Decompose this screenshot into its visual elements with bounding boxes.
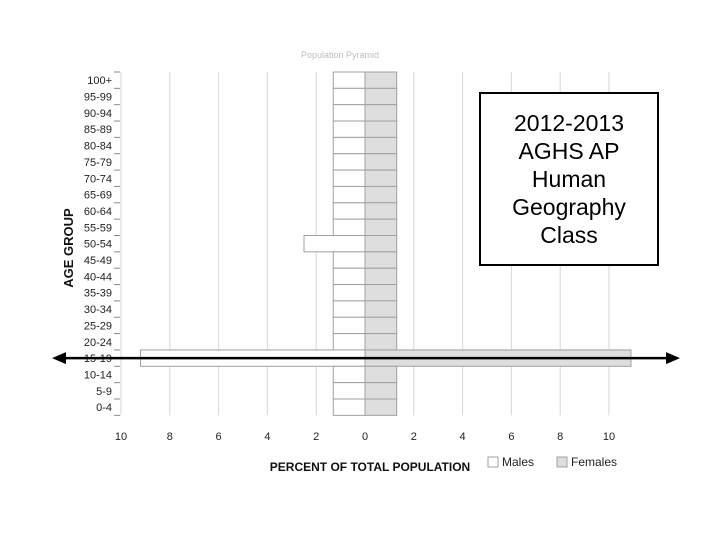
x-tick-label: 2 [411,431,417,443]
y-tick-label: 25-29 [84,320,112,332]
bar-females-10-14 [364,365,398,384]
y-tick-label: 30-34 [84,304,112,316]
bar-males-5-9 [332,382,366,400]
arrow-left-head [52,352,66,365]
bar-males-100+ [332,71,366,89]
bar-males-90-94 [332,104,366,122]
chart-title: Population Pyramid [301,50,379,60]
bar-males-95-99 [332,87,366,106]
bar-females-45-49 [364,251,398,269]
class-label-line: Human [531,166,607,192]
bar-males-35-39 [332,284,366,302]
bar-females-85-89 [364,120,398,138]
arrows [52,352,680,365]
y-tick-label: 50-54 [84,239,112,251]
x-tick-labels: 10 8 6 4 2 0 2 4 6 8 10 [115,431,615,443]
bar-males-75-79 [332,153,366,171]
bar-females-65-69 [364,185,398,204]
bar-females-95-99 [364,87,398,106]
bar-females-100+ [364,71,398,89]
bar-males-10-14 [332,365,366,384]
y-axis-title: AGE GROUP [61,208,76,288]
y-tick-label: 80-84 [84,141,112,153]
y-tick-label: 75-79 [84,157,112,169]
bars [140,71,632,416]
x-axis-title: PERCENT OF TOTAL POPULATION [270,460,470,474]
y-tick-label: 65-69 [84,190,112,202]
class-label-line: 2012-2013 [514,110,624,136]
x-tick-label: 4 [264,431,270,443]
legend-swatch-males [487,456,499,468]
y-tick-label: 20-24 [84,337,112,349]
bar-males-55-59 [332,218,366,236]
x-tick-label: 4 [460,431,466,443]
legend-swatch-females [556,456,568,468]
y-tick-label: 55-59 [84,222,112,234]
class-label-line: Class [540,222,598,248]
y-tick-label: 70-74 [84,173,112,185]
x-tick-label: 6 [508,431,514,443]
bar-females-30-34 [364,300,398,318]
legend-label-females: Females [571,455,617,469]
bar-females-60-64 [364,202,398,220]
bar-females-35-39 [364,284,398,302]
bar-females-80-84 [364,136,398,155]
bar-males-80-84 [332,136,366,155]
arrow-right-head [666,352,680,365]
x-tick-label: 10 [603,431,615,443]
y-tick-label: 0-4 [96,402,112,414]
x-tick-label: 6 [216,431,222,443]
bar-females-5-9 [364,382,398,400]
y-tick-label: 90-94 [84,108,112,120]
class-label-line: AGHS AP [518,138,620,164]
y-tick-label: 60-64 [84,206,112,218]
class-label-line: Geography [512,194,626,220]
x-tick-label: 2 [313,431,319,443]
y-tick-label: 10-14 [84,369,112,381]
bar-females-90-94 [364,104,398,122]
bar-females-75-79 [364,153,398,171]
legend: Males Females [487,455,617,469]
bar-males-25-29 [332,316,366,335]
bar-males-85-89 [332,120,366,138]
bar-females-70-74 [364,169,398,187]
y-tick-label: 40-44 [84,271,112,283]
legend-label-males: Males [502,455,534,469]
bar-females-40-44 [364,267,398,286]
bar-males-65-69 [332,185,366,204]
x-tick-label: 8 [557,431,563,443]
bar-males-60-64 [332,202,366,220]
bar-males-0-4 [332,398,366,416]
x-tick-label: 0 [362,431,368,443]
bar-females-20-24 [364,333,398,351]
y-tick-labels: 100+ 95-99 90-94 85-89 80-84 75-79 70-74 65-69 6… [84,71,120,416]
bar-females-25-29 [364,316,398,335]
y-tick-label: 85-89 [84,124,112,136]
bar-females-55-59 [364,218,398,236]
bar-females-50-54 [364,235,398,253]
bar-males-50-54 [303,235,366,253]
bar-males-70-74 [332,169,366,187]
x-tick-label: 8 [167,431,173,443]
class-label-box: 2012-2013 AGHS AP Human Geography Class [479,92,659,266]
y-tick-label: 45-49 [84,255,112,267]
x-tick-label: 10 [115,431,127,443]
bar-males-45-49 [332,251,366,269]
bar-males-30-34 [332,300,366,318]
y-tick-label: 5-9 [96,386,112,398]
bar-females-0-4 [364,398,398,416]
y-tick-label: 95-99 [84,92,112,104]
bar-males-40-44 [332,267,366,286]
y-tick-label: 35-39 [84,288,112,300]
y-tick-label: 100+ [87,75,112,87]
bar-males-20-24 [332,333,366,351]
